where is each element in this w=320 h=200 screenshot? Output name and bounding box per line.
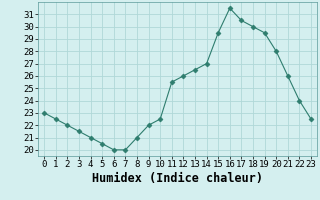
X-axis label: Humidex (Indice chaleur): Humidex (Indice chaleur) <box>92 172 263 185</box>
